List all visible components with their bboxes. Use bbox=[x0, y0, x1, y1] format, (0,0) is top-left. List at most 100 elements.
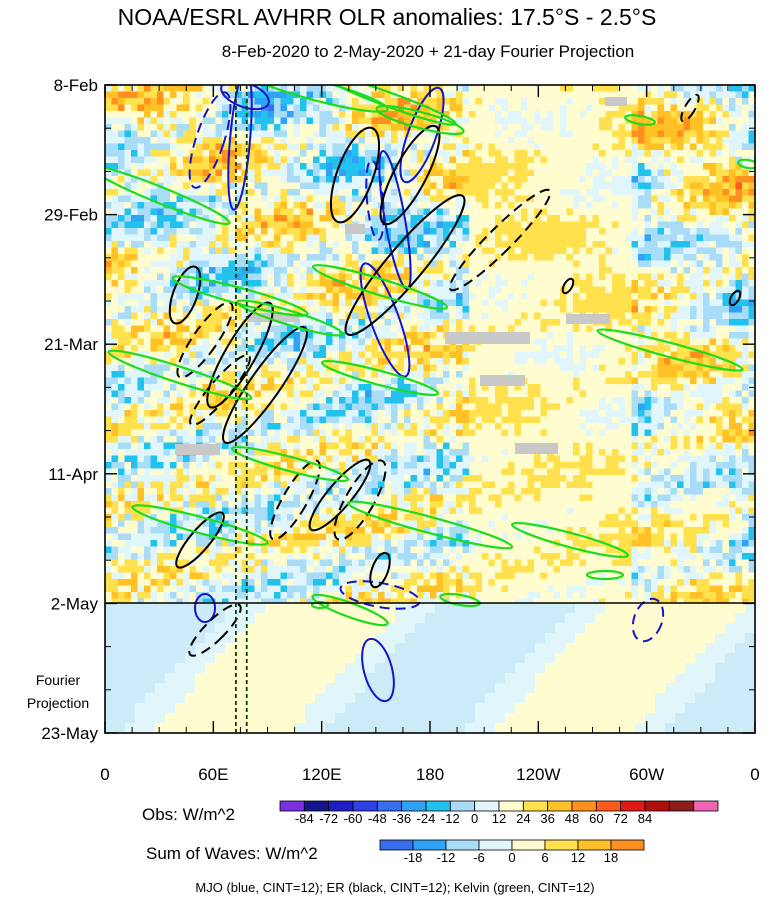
field-cell bbox=[462, 111, 470, 119]
field-cell bbox=[638, 91, 646, 99]
field-cell bbox=[306, 176, 314, 184]
field-cell bbox=[547, 202, 555, 210]
field-cell bbox=[144, 130, 152, 138]
field-cell bbox=[475, 286, 483, 294]
field-cell bbox=[293, 111, 301, 119]
field-cell bbox=[696, 150, 704, 158]
field-cell bbox=[553, 124, 561, 132]
field-cell bbox=[391, 124, 399, 132]
field-cell bbox=[482, 143, 490, 151]
field-cell bbox=[748, 332, 755, 340]
field-cell bbox=[644, 332, 652, 340]
field-cell bbox=[592, 169, 600, 177]
field-cell bbox=[612, 117, 620, 125]
field-cell bbox=[267, 195, 275, 203]
field-cell bbox=[677, 306, 685, 314]
field-cell bbox=[196, 117, 204, 125]
field-cell bbox=[144, 169, 152, 177]
field-cell bbox=[586, 189, 594, 197]
field-cell bbox=[690, 247, 698, 255]
field-cell bbox=[261, 124, 269, 132]
field-cell bbox=[553, 319, 561, 327]
field-cell bbox=[222, 91, 230, 99]
field-cell bbox=[215, 189, 223, 197]
field-cell bbox=[683, 273, 691, 281]
field-cell bbox=[332, 124, 340, 132]
field-cell bbox=[573, 280, 581, 288]
field-cell bbox=[573, 241, 581, 249]
field-cell bbox=[521, 351, 529, 359]
field-cell bbox=[631, 358, 639, 366]
field-cell bbox=[462, 390, 470, 398]
field-cell bbox=[514, 358, 522, 366]
field-cell bbox=[495, 241, 503, 249]
field-cell bbox=[189, 325, 197, 333]
field-cell bbox=[131, 111, 139, 119]
field-cell bbox=[202, 377, 210, 385]
field-cell bbox=[111, 163, 119, 171]
field-cell bbox=[495, 247, 503, 255]
field-cell bbox=[105, 377, 113, 385]
field-cell bbox=[371, 117, 379, 125]
field-cell bbox=[280, 156, 288, 164]
field-cell bbox=[144, 260, 152, 268]
field-cell bbox=[456, 364, 464, 372]
field-cell bbox=[657, 176, 665, 184]
field-cell bbox=[748, 260, 755, 268]
field-cell bbox=[514, 208, 522, 216]
field-cell bbox=[254, 338, 262, 346]
field-cell bbox=[729, 117, 737, 125]
field-cell bbox=[599, 104, 607, 112]
field-cell bbox=[248, 137, 256, 145]
field-cell bbox=[287, 176, 295, 184]
field-cell bbox=[137, 358, 145, 366]
field-cell bbox=[332, 111, 340, 119]
field-cell bbox=[722, 150, 730, 158]
field-cell bbox=[475, 280, 483, 288]
field-cell bbox=[352, 202, 360, 210]
field-cell bbox=[592, 221, 600, 229]
field-cell bbox=[222, 228, 230, 236]
field-cell bbox=[254, 247, 262, 255]
field-cell bbox=[254, 202, 262, 210]
field-cell bbox=[683, 150, 691, 158]
field-cell bbox=[261, 221, 269, 229]
field-cell bbox=[495, 260, 503, 268]
field-cell bbox=[521, 221, 529, 229]
field-cell bbox=[157, 267, 165, 275]
field-cell bbox=[709, 182, 717, 190]
field-cell bbox=[449, 228, 457, 236]
field-cell bbox=[592, 85, 600, 93]
field-cell bbox=[144, 85, 152, 93]
field-cell bbox=[592, 397, 600, 405]
field-cell bbox=[553, 228, 561, 236]
field-cell bbox=[592, 325, 600, 333]
field-cell bbox=[293, 208, 301, 216]
field-cell bbox=[384, 98, 392, 106]
field-cell bbox=[157, 312, 165, 320]
field-cell bbox=[137, 163, 145, 171]
field-cell bbox=[215, 169, 223, 177]
field-cell bbox=[696, 293, 704, 301]
field-cell bbox=[482, 221, 490, 229]
field-cell bbox=[677, 234, 685, 242]
field-cell bbox=[469, 150, 477, 158]
field-cell bbox=[150, 98, 158, 106]
field-cell bbox=[456, 228, 464, 236]
field-cell bbox=[248, 202, 256, 210]
field-cell bbox=[527, 215, 535, 223]
field-cell bbox=[690, 150, 698, 158]
field-cell bbox=[657, 273, 665, 281]
field-cell bbox=[657, 338, 665, 346]
field-cell bbox=[716, 111, 724, 119]
field-cell bbox=[306, 241, 314, 249]
field-cell bbox=[397, 221, 405, 229]
field-cell bbox=[384, 260, 392, 268]
field-cell bbox=[612, 241, 620, 249]
field-cell bbox=[267, 332, 275, 340]
field-cell bbox=[456, 390, 464, 398]
field-cell bbox=[462, 124, 470, 132]
field-cell bbox=[579, 325, 587, 333]
field-cell bbox=[644, 260, 652, 268]
field-cell bbox=[436, 150, 444, 158]
